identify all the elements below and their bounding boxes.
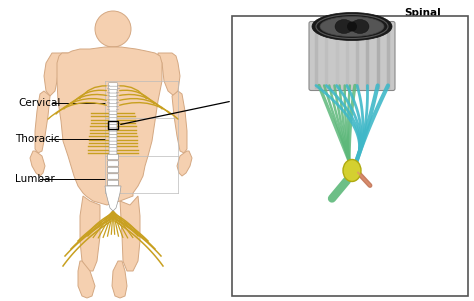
FancyBboxPatch shape — [109, 114, 117, 118]
Ellipse shape — [343, 160, 361, 182]
FancyBboxPatch shape — [109, 100, 117, 104]
FancyBboxPatch shape — [309, 21, 395, 91]
FancyBboxPatch shape — [109, 128, 117, 132]
Bar — [108, 121, 118, 129]
FancyBboxPatch shape — [109, 83, 118, 87]
Polygon shape — [177, 151, 192, 176]
Ellipse shape — [335, 20, 353, 33]
FancyBboxPatch shape — [108, 161, 118, 166]
Bar — [232, 16, 468, 296]
FancyBboxPatch shape — [108, 174, 118, 179]
Text: Anterior
rami: Anterior rami — [242, 178, 335, 199]
Text: Posterior
rami: Posterior rami — [371, 181, 441, 203]
FancyBboxPatch shape — [109, 121, 117, 125]
Polygon shape — [172, 91, 187, 153]
Text: Thoracic: Thoracic — [15, 134, 60, 144]
Polygon shape — [44, 53, 68, 96]
FancyBboxPatch shape — [109, 118, 117, 122]
Ellipse shape — [320, 17, 384, 36]
Polygon shape — [158, 53, 180, 96]
FancyBboxPatch shape — [109, 144, 117, 148]
Text: Anterior
root: Anterior root — [244, 130, 321, 151]
Circle shape — [347, 21, 357, 32]
Text: Posterior
root: Posterior root — [390, 112, 458, 133]
Polygon shape — [120, 196, 140, 271]
Polygon shape — [105, 47, 121, 53]
FancyBboxPatch shape — [109, 93, 117, 98]
FancyBboxPatch shape — [109, 135, 117, 138]
Polygon shape — [35, 91, 50, 153]
Ellipse shape — [351, 20, 369, 33]
Ellipse shape — [312, 13, 392, 41]
Text: Cervical: Cervical — [18, 98, 60, 108]
Polygon shape — [80, 196, 100, 271]
FancyBboxPatch shape — [109, 141, 117, 145]
Polygon shape — [105, 186, 121, 211]
Polygon shape — [30, 151, 45, 176]
FancyBboxPatch shape — [109, 86, 118, 91]
FancyBboxPatch shape — [109, 103, 117, 108]
FancyBboxPatch shape — [109, 111, 117, 115]
Polygon shape — [78, 261, 95, 298]
FancyBboxPatch shape — [109, 107, 117, 111]
Polygon shape — [112, 261, 127, 298]
FancyBboxPatch shape — [109, 138, 117, 141]
Text: Spinal
cord: Spinal cord — [391, 8, 441, 29]
FancyBboxPatch shape — [108, 167, 118, 173]
FancyBboxPatch shape — [109, 151, 117, 155]
FancyBboxPatch shape — [109, 124, 117, 128]
Polygon shape — [57, 47, 162, 205]
Circle shape — [95, 11, 131, 47]
FancyBboxPatch shape — [109, 148, 117, 152]
Text: Lumbar: Lumbar — [15, 174, 55, 184]
FancyBboxPatch shape — [109, 90, 117, 94]
FancyBboxPatch shape — [109, 131, 117, 135]
FancyBboxPatch shape — [109, 96, 117, 101]
FancyBboxPatch shape — [108, 154, 118, 160]
FancyBboxPatch shape — [108, 180, 118, 186]
